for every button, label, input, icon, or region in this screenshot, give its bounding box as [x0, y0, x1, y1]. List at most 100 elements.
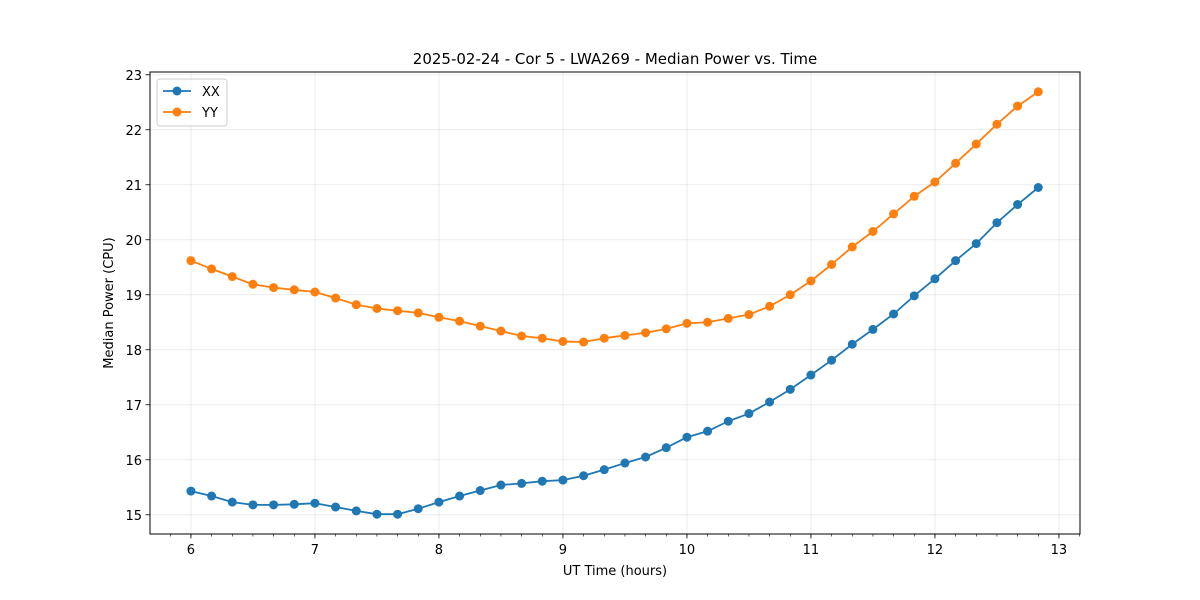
- y-tick-label: 17: [125, 399, 142, 414]
- y-tick-label: 21: [125, 179, 142, 194]
- data-point-yy: [909, 191, 919, 201]
- data-point-yy: [868, 227, 878, 236]
- data-point-xx: [393, 509, 403, 519]
- data-point-xx: [455, 491, 465, 501]
- data-point-yy: [413, 308, 423, 318]
- data-point-yy: [682, 318, 692, 328]
- legend: XX YY: [156, 78, 228, 127]
- data-point-xx: [951, 256, 961, 266]
- y-tick-label: 20: [125, 234, 142, 249]
- data-point-yy: [351, 300, 361, 310]
- data-point-xx: [475, 486, 485, 496]
- data-point-xx: [847, 339, 857, 349]
- legend-label-xx: XX: [202, 85, 220, 100]
- data-point-yy: [847, 242, 857, 252]
- x-tick-label: 6: [187, 543, 195, 558]
- data-point-xx: [806, 370, 816, 380]
- data-point-xx: [827, 355, 837, 365]
- data-point-yy: [765, 301, 775, 311]
- data-point-yy: [971, 139, 981, 149]
- data-point-xx: [434, 497, 444, 507]
- data-point-xx: [537, 476, 547, 486]
- data-point-yy: [455, 316, 465, 326]
- data-point-xx: [331, 502, 341, 512]
- data-point-yy: [827, 260, 837, 269]
- y-tick-label: 19: [125, 289, 142, 304]
- data-point-xx: [868, 324, 878, 334]
- data-point-xx: [579, 471, 589, 481]
- series-layer: [186, 87, 1043, 519]
- data-point-yy: [310, 287, 320, 297]
- data-point-xx: [641, 452, 651, 462]
- data-point-yy: [806, 276, 816, 286]
- x-tick-label: 13: [1051, 543, 1068, 558]
- data-point-xx: [310, 498, 320, 508]
- data-point-xx: [971, 239, 981, 249]
- data-point-xx: [909, 291, 919, 301]
- y-tick-label: 18: [125, 344, 142, 359]
- data-point-yy: [703, 317, 713, 327]
- data-point-xx: [372, 509, 382, 519]
- data-point-yy: [207, 264, 217, 274]
- data-point-yy: [475, 321, 485, 331]
- data-point-yy: [537, 333, 547, 343]
- data-point-xx: [517, 478, 527, 488]
- x-axis-label: UT Time (hours): [563, 564, 667, 579]
- data-point-yy: [393, 306, 403, 316]
- data-point-xx: [682, 432, 692, 442]
- grid: [150, 72, 1080, 534]
- legend-marker-yy: [172, 107, 182, 117]
- data-point-yy: [951, 158, 961, 168]
- y-tick-label: 22: [125, 124, 142, 139]
- data-point-xx: [351, 506, 361, 516]
- data-point-yy: [227, 272, 237, 282]
- data-point-yy: [723, 313, 733, 323]
- data-point-xx: [765, 397, 775, 407]
- data-point-xx: [930, 274, 940, 284]
- data-point-xx: [889, 309, 899, 319]
- data-point-yy: [496, 326, 506, 336]
- data-point-yy: [744, 310, 754, 320]
- data-point-xx: [413, 504, 423, 514]
- data-point-yy: [599, 333, 609, 343]
- data-point-xx: [1013, 200, 1023, 210]
- legend-marker-xx: [172, 86, 182, 96]
- legend-label-yy: YY: [201, 106, 218, 121]
- data-point-yy: [269, 283, 279, 293]
- data-point-yy: [579, 337, 589, 347]
- data-point-xx: [785, 384, 795, 394]
- plot-frame: [149, 71, 1081, 535]
- data-point-xx: [744, 409, 754, 419]
- data-point-yy: [785, 290, 795, 300]
- data-point-xx: [723, 416, 733, 426]
- y-tick-label: 23: [125, 69, 142, 84]
- data-point-yy: [641, 328, 651, 338]
- data-point-xx: [620, 458, 630, 468]
- data-point-yy: [289, 285, 299, 295]
- data-point-xx: [1033, 183, 1043, 192]
- data-point-yy: [992, 119, 1002, 129]
- data-point-xx: [661, 443, 671, 453]
- y-axis-label: Median Power (CPU): [102, 237, 117, 368]
- data-point-yy: [1033, 87, 1043, 97]
- y-tick-label: 15: [125, 509, 142, 524]
- chart-title: 2025-02-24 - Cor 5 - LWA269 - Median Pow…: [413, 50, 817, 68]
- data-point-yy: [248, 279, 258, 289]
- data-point-xx: [269, 500, 279, 510]
- data-point-xx: [703, 426, 713, 436]
- axes: 6 7 8 9 10 11 12 13 15 16 17 18 19 20 21 22 23: [125, 69, 1080, 558]
- x-tick-label: 10: [679, 543, 696, 558]
- data-point-yy: [517, 331, 527, 341]
- data-point-xx: [289, 499, 299, 509]
- data-point-xx: [186, 486, 196, 496]
- data-point-xx: [496, 480, 506, 490]
- data-point-yy: [434, 312, 444, 322]
- y-tick-label: 16: [125, 454, 142, 469]
- x-tick-label: 12: [927, 543, 944, 558]
- data-point-yy: [889, 209, 899, 219]
- data-point-xx: [558, 475, 568, 485]
- data-point-yy: [558, 337, 568, 346]
- data-point-xx: [992, 218, 1002, 228]
- data-point-yy: [661, 324, 671, 334]
